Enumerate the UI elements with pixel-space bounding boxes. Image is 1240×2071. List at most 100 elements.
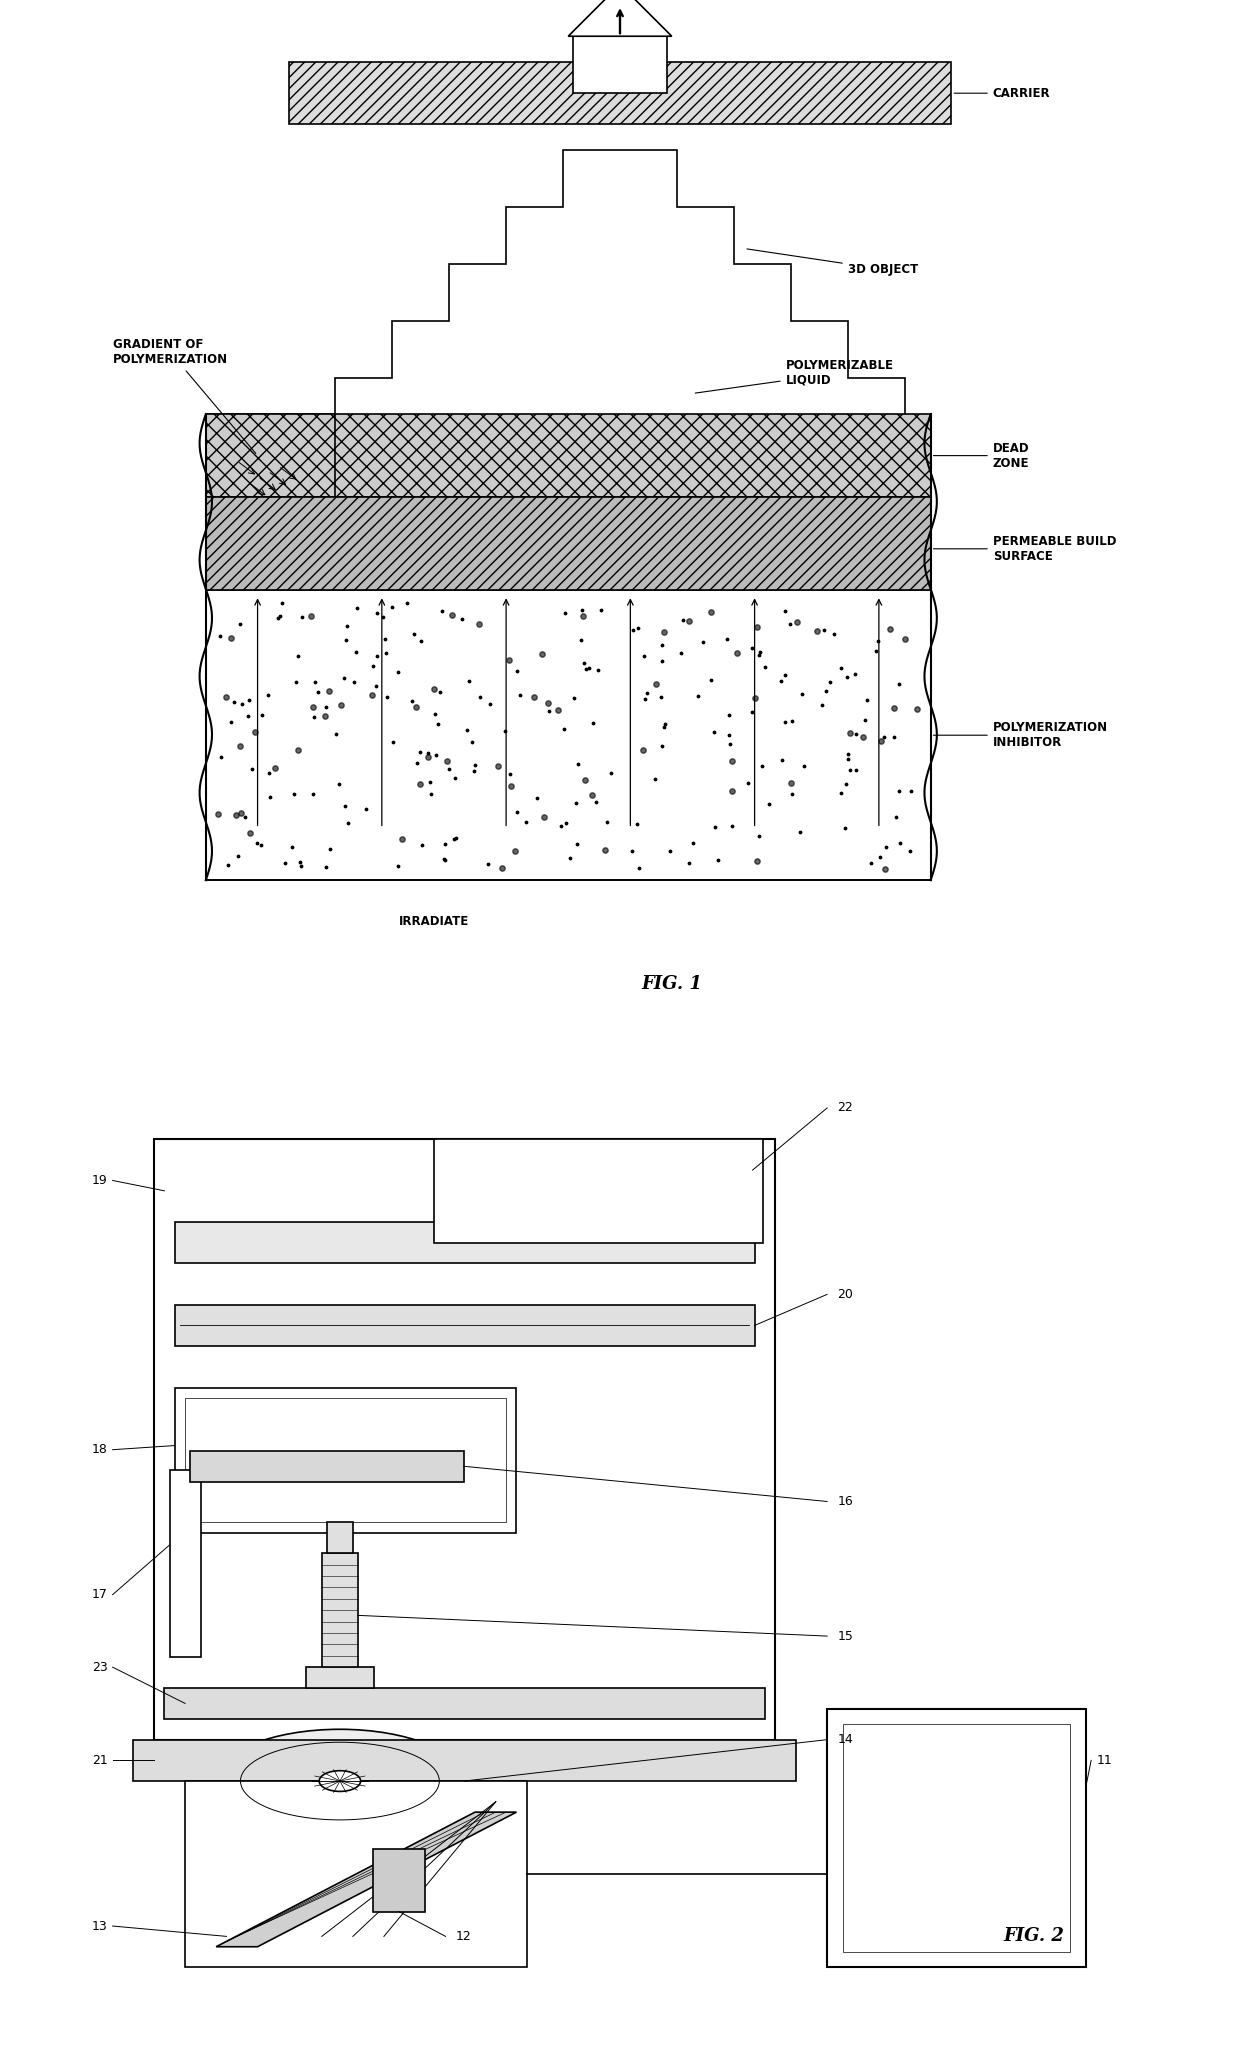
Point xyxy=(835,812,854,845)
Point xyxy=(221,621,241,654)
Point xyxy=(246,714,265,748)
Point xyxy=(480,688,500,721)
Point xyxy=(750,636,770,669)
Point xyxy=(680,847,699,880)
Point xyxy=(587,785,606,818)
Bar xyxy=(289,62,951,124)
Bar xyxy=(434,1139,763,1243)
Point xyxy=(782,704,802,737)
Point xyxy=(554,712,574,746)
Point xyxy=(880,613,900,646)
Point xyxy=(556,596,575,630)
Point xyxy=(507,795,527,828)
Point xyxy=(564,681,584,714)
Point xyxy=(403,686,423,719)
Point xyxy=(412,625,432,659)
Text: 11: 11 xyxy=(1096,1754,1112,1767)
Point xyxy=(795,750,815,783)
Point xyxy=(720,727,740,760)
Ellipse shape xyxy=(216,1729,464,1833)
Point xyxy=(646,667,666,700)
Bar xyxy=(175,1222,755,1263)
Point xyxy=(505,835,525,868)
Point xyxy=(738,766,758,799)
Point xyxy=(870,841,890,874)
Point xyxy=(412,828,432,862)
Point xyxy=(538,686,558,719)
Point xyxy=(234,801,254,835)
Point xyxy=(309,675,329,708)
Point xyxy=(671,638,691,671)
Point xyxy=(895,623,915,657)
Text: CARRIER: CARRIER xyxy=(954,87,1050,99)
Point xyxy=(305,665,325,698)
Bar xyxy=(170,1470,201,1657)
Point xyxy=(463,725,482,758)
Point xyxy=(853,721,873,754)
Point xyxy=(831,650,851,683)
Point xyxy=(501,768,521,801)
Point xyxy=(258,679,278,712)
Text: 3D OBJECT: 3D OBJECT xyxy=(746,249,918,275)
Bar xyxy=(175,1388,516,1533)
Point xyxy=(444,822,464,855)
Point xyxy=(432,594,451,628)
Point xyxy=(290,845,310,878)
Point xyxy=(624,613,644,646)
Point xyxy=(232,688,252,721)
Point xyxy=(708,843,728,876)
Point xyxy=(270,601,290,634)
Point xyxy=(392,822,412,855)
Point xyxy=(575,652,595,686)
Point xyxy=(875,830,895,864)
Point xyxy=(453,603,472,636)
Point xyxy=(347,592,367,625)
Point xyxy=(445,762,465,795)
Point xyxy=(374,623,394,657)
Point xyxy=(303,690,322,723)
Point xyxy=(373,601,393,634)
Point xyxy=(335,661,355,694)
Point xyxy=(652,644,672,677)
Point xyxy=(283,830,303,864)
Point xyxy=(872,725,892,758)
Point xyxy=(265,752,285,785)
Point xyxy=(816,675,836,708)
Point xyxy=(582,779,601,812)
Bar xyxy=(134,1740,796,1781)
Text: 13: 13 xyxy=(92,1920,108,1932)
Point xyxy=(238,700,258,733)
Point xyxy=(229,729,249,762)
Point xyxy=(831,777,851,810)
Text: POLYMERIZABLE
LIQUID: POLYMERIZABLE LIQUID xyxy=(696,358,894,393)
Point xyxy=(231,607,250,640)
Point xyxy=(749,818,769,851)
Point xyxy=(534,801,554,835)
Bar xyxy=(206,497,931,590)
Point xyxy=(560,841,580,874)
Point xyxy=(210,619,229,652)
Bar xyxy=(373,1849,425,1912)
Point xyxy=(243,752,263,785)
Bar xyxy=(185,1398,506,1522)
Bar xyxy=(827,1709,1086,1967)
Point xyxy=(470,681,490,714)
Bar xyxy=(154,1139,775,1740)
Point xyxy=(847,754,867,787)
Point xyxy=(331,690,351,723)
Point xyxy=(252,698,272,731)
Ellipse shape xyxy=(319,1771,361,1791)
Point xyxy=(479,847,498,880)
Point xyxy=(557,806,577,839)
Point xyxy=(655,706,675,739)
Point xyxy=(226,799,246,833)
Point xyxy=(775,594,795,628)
Point xyxy=(356,793,376,826)
Point xyxy=(820,667,839,700)
Text: 20: 20 xyxy=(837,1288,853,1301)
Point xyxy=(722,810,742,843)
Bar xyxy=(206,414,335,497)
Point xyxy=(532,638,552,671)
Bar xyxy=(185,1781,527,1967)
Point xyxy=(846,719,866,752)
